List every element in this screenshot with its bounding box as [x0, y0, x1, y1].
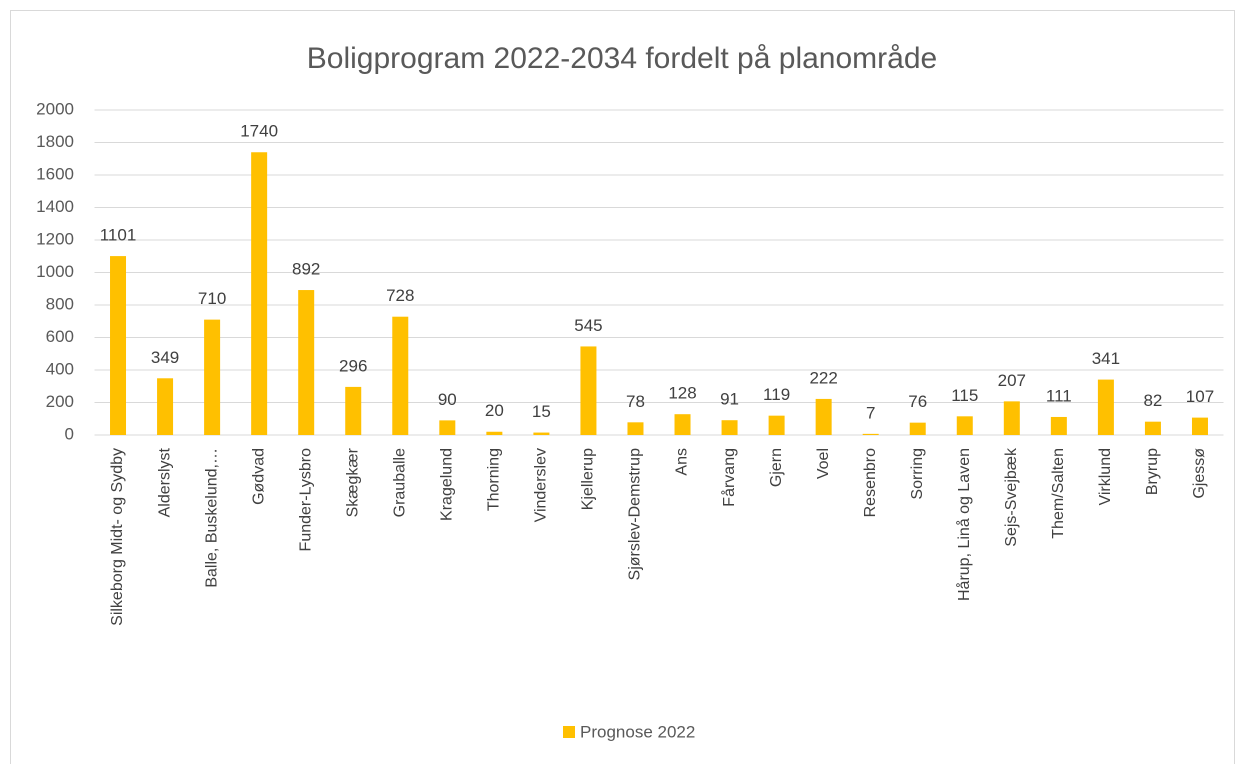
- data-label: 76: [908, 392, 927, 411]
- y-tick-label: 1400: [36, 197, 74, 216]
- bar: [815, 398, 832, 435]
- y-tick-label: 1600: [36, 164, 74, 183]
- data-label: 1101: [100, 226, 137, 245]
- x-tick-label: Voel: [815, 448, 832, 479]
- bar: [956, 416, 973, 435]
- y-tick-label: 600: [46, 327, 74, 346]
- bar: [392, 316, 409, 435]
- x-tick-label: Them/Salten: [1050, 448, 1067, 539]
- data-label: 78: [626, 392, 645, 411]
- x-tick-label: Vinderslev: [533, 448, 550, 522]
- x-tick-label: Resenbro: [862, 448, 879, 517]
- data-label: 7: [866, 403, 875, 422]
- data-label: 107: [1186, 387, 1214, 406]
- bar: [768, 415, 785, 435]
- bar: [674, 414, 691, 435]
- data-label: 341: [1092, 349, 1120, 368]
- y-tick-label: 1000: [36, 262, 74, 281]
- data-label: 710: [198, 289, 226, 308]
- data-label: 349: [151, 348, 179, 367]
- bar: [298, 290, 315, 435]
- bar: [1050, 416, 1067, 435]
- data-label: 119: [763, 385, 790, 404]
- x-tick-label: Gjern: [768, 448, 785, 487]
- bar: [909, 422, 926, 435]
- data-label: 90: [438, 390, 457, 409]
- data-label: 222: [809, 368, 837, 387]
- x-tick-label: Fårvang: [720, 448, 738, 507]
- bar: [721, 420, 738, 435]
- bar: [1097, 379, 1114, 435]
- bar: [1144, 421, 1161, 435]
- bar: [157, 378, 174, 435]
- y-tick-label: 800: [46, 294, 74, 313]
- data-label: 296: [339, 356, 367, 375]
- bar: [251, 152, 268, 435]
- x-tick-label: Kjellerup: [580, 448, 597, 510]
- data-label: 207: [998, 371, 1026, 390]
- x-tick-label: Bryrup: [1144, 448, 1161, 495]
- data-label: 111: [1046, 386, 1072, 405]
- x-tick-label: Silkeborg Midt- og Sydby: [109, 448, 126, 626]
- bar: [1191, 417, 1208, 435]
- data-label: 728: [386, 286, 414, 305]
- y-tick-label: 1200: [36, 229, 74, 248]
- x-tick-label: Gødvad: [250, 448, 267, 505]
- y-tick-label: 0: [65, 424, 74, 443]
- x-tick-label: Grauballe: [391, 448, 408, 517]
- x-tick-label: Gjessø: [1191, 448, 1208, 499]
- bar: [345, 386, 362, 435]
- data-label: 545: [574, 316, 602, 335]
- data-label: 1740: [240, 122, 278, 141]
- x-tick-label: Balle, Buskelund,…: [203, 448, 220, 588]
- y-tick-label: 2000: [36, 99, 74, 118]
- x-tick-label: Sorring: [909, 448, 926, 500]
- legend-swatch: [563, 726, 575, 738]
- data-label: 91: [720, 390, 739, 409]
- y-tick-label: 1800: [36, 132, 74, 151]
- x-tick-label: Alderslyst: [156, 447, 173, 517]
- data-label: 892: [292, 260, 320, 279]
- bar: [204, 319, 221, 435]
- data-label: 15: [532, 402, 551, 421]
- data-label: 128: [668, 384, 696, 403]
- bar: [486, 431, 503, 435]
- data-label: 82: [1143, 391, 1162, 410]
- chart-title: Boligprogram 2022-2034 fordelt på planom…: [307, 42, 937, 75]
- bar: [439, 420, 456, 435]
- bar: [533, 432, 550, 435]
- y-tick-label: 200: [46, 392, 74, 411]
- bar: [110, 256, 127, 435]
- legend-label: Prognose 2022: [580, 722, 695, 741]
- data-label: 20: [485, 401, 504, 420]
- data-label: 115: [951, 386, 978, 405]
- x-tick-label: Sjørslev-Demstrup: [627, 448, 644, 581]
- bar: [580, 346, 597, 435]
- x-tick-label: Hårup, Linå og Laven: [955, 448, 973, 601]
- x-tick-label: Funder-Lysbro: [297, 448, 314, 552]
- x-tick-label: Ans: [674, 448, 691, 476]
- bar: [627, 422, 644, 435]
- x-tick-label: Thorning: [486, 448, 503, 511]
- x-tick-label: Skægkær: [344, 447, 361, 517]
- y-tick-label: 400: [46, 359, 74, 378]
- x-tick-label: Kragelund: [439, 448, 456, 521]
- x-tick-label: Virklund: [1097, 448, 1114, 506]
- bar: [862, 433, 879, 435]
- bar: [1003, 401, 1020, 435]
- x-tick-label: Sejs-Svejbæk: [1003, 447, 1020, 547]
